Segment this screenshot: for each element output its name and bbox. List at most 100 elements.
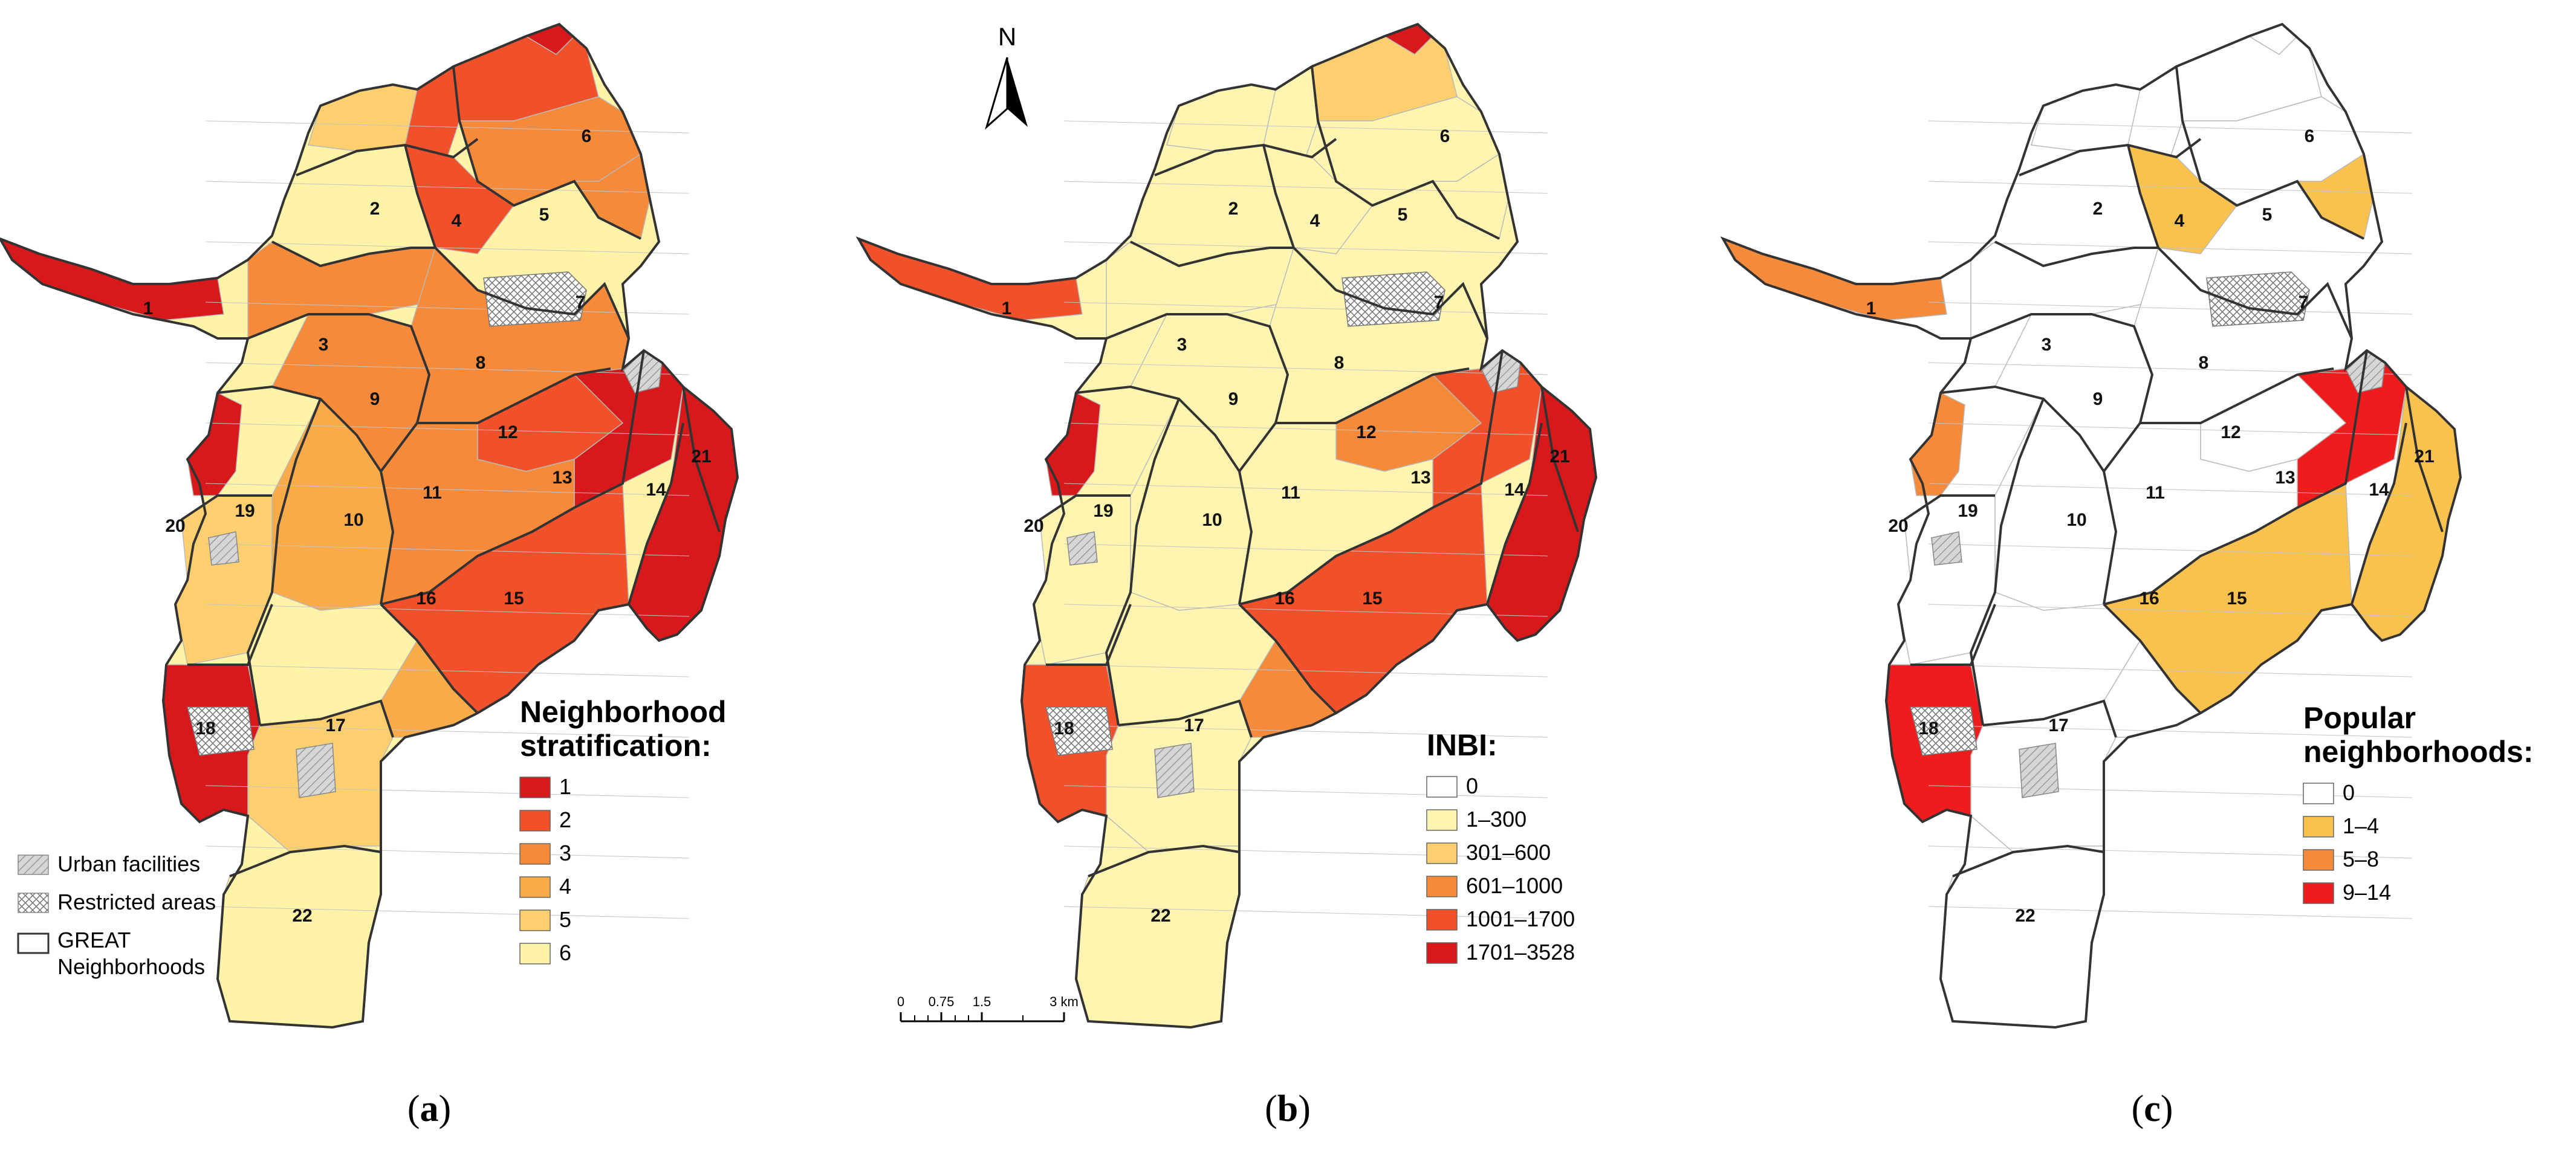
legend-label-c-1: 1–4 [2343, 813, 2379, 838]
legend-swatch-c-3 [2303, 882, 2334, 904]
neighborhood-label-18: 18 [1054, 719, 1074, 738]
neighborhood-label-9: 9 [370, 389, 380, 409]
neighborhood-label-22: 22 [2015, 906, 2035, 926]
neighborhood-label-15: 15 [504, 589, 524, 609]
restricted-areas-label: Restricted areas [57, 890, 216, 914]
neighborhood-label-3: 3 [319, 335, 329, 355]
great-boundary [1311, 66, 1500, 240]
neighborhood-label-1: 1 [1002, 299, 1012, 318]
scale-tick-1-5: 1.5 [973, 994, 991, 1009]
neighborhood-label-6: 6 [1440, 126, 1450, 146]
neighborhood-label-6: 6 [2305, 126, 2315, 146]
neighborhood-label-21: 21 [691, 447, 711, 467]
great-boundary [271, 241, 435, 268]
legend-label-a-5: 6 [559, 940, 571, 965]
great-boundary [380, 350, 645, 606]
legend-swatch-b-3 [1426, 876, 1458, 897]
great-boundary [1130, 241, 1294, 268]
legend-label-a-2: 3 [559, 841, 571, 865]
great-neighborhoods-swatch [17, 932, 50, 954]
neighborhood-label-15: 15 [1362, 589, 1382, 609]
neighborhood-label-14: 14 [646, 480, 666, 500]
panel-label-b: (b) [1265, 1088, 1311, 1129]
legend-label-a-3: 4 [559, 874, 571, 899]
neighborhood-label-21: 21 [2414, 447, 2434, 467]
neighborhood-label-4: 4 [452, 211, 462, 231]
neighborhood-label-10: 10 [2066, 510, 2086, 530]
neighborhood-label-16: 16 [2139, 589, 2159, 609]
neighborhood-label-10: 10 [1202, 510, 1222, 530]
neighborhood-label-17: 17 [1184, 716, 1204, 735]
legend-swatch-a-4 [519, 909, 551, 931]
great-boundary [1039, 494, 1131, 521]
neighborhood-label-12: 12 [1356, 422, 1376, 442]
great-boundary [1105, 398, 1180, 726]
scale-bar: 0 0.75 1.5 3 km [897, 994, 1079, 1022]
panel-label-c: (c) [2132, 1088, 2173, 1129]
great-boundary [1952, 844, 2104, 877]
neighborhood-label-17: 17 [325, 716, 345, 735]
great-boundary [246, 398, 322, 726]
great-boundary [1276, 367, 1470, 424]
neighborhood-zone [217, 845, 381, 1028]
neighborhood-label-19: 19 [1093, 501, 1113, 521]
great-boundary [682, 386, 721, 532]
great-boundary [1486, 422, 1543, 605]
urban-facility [1154, 743, 1195, 798]
legend-swatch-b-1 [1426, 809, 1458, 831]
neighborhood-label-12: 12 [498, 422, 517, 442]
neighborhood-label-16: 16 [416, 589, 436, 609]
city-outline [0, 22, 739, 1029]
neighborhood-label-20: 20 [1024, 516, 1043, 536]
legend-label-a-4: 5 [559, 907, 571, 932]
legend-label-b-4: 1001–1700 [1466, 906, 1575, 931]
legend-swatch-c-1 [2303, 816, 2334, 838]
great-boundary [452, 66, 641, 240]
great-boundary [2175, 66, 2364, 240]
legend-swatch-b-4 [1426, 909, 1458, 931]
neighborhood-label-13: 13 [552, 468, 572, 488]
legend-label-c-0: 0 [2343, 780, 2355, 805]
common-legend: Urban facilities Restricted areas GREAT … [17, 851, 216, 979]
great-boundary [1238, 603, 1337, 714]
urban-facilities-swatch [18, 854, 49, 875]
neighborhood-label-21: 21 [1549, 447, 1569, 467]
great-boundary [180, 494, 272, 521]
neighborhood-label-20: 20 [165, 516, 185, 536]
legend-title-c-1: neighborhoods: [2303, 735, 2534, 769]
great-boundary [1088, 844, 1240, 877]
scale-tick-0: 0 [897, 994, 904, 1009]
neighborhood-label-14: 14 [1504, 480, 1525, 500]
neighborhood-label-11: 11 [1281, 483, 1300, 503]
neighborhood-zone [1075, 845, 1240, 1028]
legend-swatch-b-5 [1426, 942, 1458, 964]
legend-label-b-2: 301–600 [1466, 840, 1551, 865]
legend-label-a-1: 2 [559, 807, 571, 832]
great-boundary [1540, 386, 1579, 532]
great-boundary [1969, 398, 2045, 726]
restricted-area [187, 706, 255, 756]
panel-label-a: (a) [407, 1088, 451, 1129]
legend-title-a-1: stratification: [520, 729, 712, 763]
neighborhood-label-19: 19 [235, 501, 255, 521]
legend-label-a-0: 1 [559, 774, 571, 799]
great-boundary [1075, 385, 1253, 605]
neighborhood-label-11: 11 [423, 483, 442, 503]
city-outline [855, 22, 1598, 1029]
great-boundary [1903, 494, 1995, 521]
neighborhood-label-11: 11 [2146, 483, 2165, 503]
legend-swatch-a-5 [519, 943, 551, 964]
great-boundary [187, 604, 273, 666]
neighborhood-label-13: 13 [1410, 468, 1430, 488]
urban-facility [1066, 531, 1098, 566]
neighborhood-label-22: 22 [1150, 906, 1170, 926]
neighborhood-label-14: 14 [2369, 480, 2389, 500]
restricted-areas-swatch [18, 893, 49, 913]
legend-label-c-2: 5–8 [2343, 847, 2379, 871]
neighborhood-zone [1940, 845, 2104, 1028]
restricted-area [1910, 706, 1977, 756]
neighborhood-label-19: 19 [1958, 501, 1977, 521]
city-outline [1720, 22, 2462, 1029]
